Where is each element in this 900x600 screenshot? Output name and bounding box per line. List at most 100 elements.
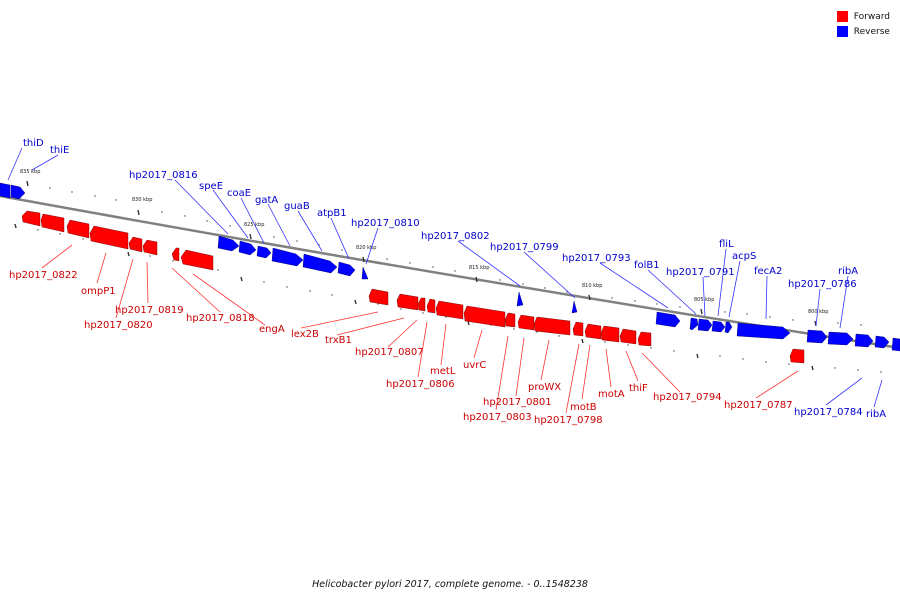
label-hp2017_0801[interactable]: hp2017_0801 <box>483 397 552 408</box>
label-hp2017_0793[interactable]: hp2017_0793 <box>562 253 631 264</box>
gene-hp2017_0803[interactable] <box>504 312 516 328</box>
gene-metL[interactable] <box>435 300 464 320</box>
label-fliL[interactable]: fliL <box>719 239 734 250</box>
legend: Forward Reverse <box>836 9 890 39</box>
label-thiF[interactable]: thiF <box>629 383 648 394</box>
label-hp2017_0791[interactable]: hp2017_0791 <box>666 267 735 278</box>
gene-hp2017_0798[interactable] <box>572 321 584 337</box>
label-ribA-1[interactable]: ribA <box>838 266 858 277</box>
gene-uvrC[interactable] <box>463 305 506 328</box>
gene-fecA2[interactable] <box>736 322 791 340</box>
gene-acpS[interactable] <box>724 321 733 334</box>
gene-thiF[interactable] <box>619 328 637 345</box>
label-gatA[interactable]: gatA <box>255 195 278 206</box>
label-metL[interactable]: metL <box>430 366 456 377</box>
label-hp2017_0810[interactable]: hp2017_0810 <box>351 218 420 229</box>
legend-reverse: Reverse <box>836 24 890 39</box>
label-hp2017_0820[interactable]: hp2017_0820 <box>84 320 153 331</box>
gene-end[interactable] <box>891 337 900 352</box>
label-uvrC[interactable]: uvrC <box>463 360 486 371</box>
gene-fliL[interactable] <box>711 320 726 333</box>
gene-hp2017_0810[interactable] <box>361 266 369 280</box>
gene-trxB1[interactable] <box>417 297 426 312</box>
label-trxB1[interactable]: trxB1 <box>325 335 352 346</box>
label-hp2017_0786[interactable]: hp2017_0786 <box>788 279 857 290</box>
reverse-swatch <box>836 26 848 37</box>
gene-gatA[interactable] <box>271 247 304 267</box>
gene-hp2017_0786[interactable] <box>806 329 828 344</box>
label-lex2B[interactable]: lex2B <box>291 329 319 340</box>
label-ompP1[interactable]: ompP1 <box>81 286 116 297</box>
label-hp2017_0818[interactable]: hp2017_0818 <box>186 313 255 324</box>
label-ribA-2[interactable]: ribA <box>866 409 886 420</box>
label-hp2017_0799[interactable]: hp2017_0799 <box>490 242 559 253</box>
gene-folB1[interactable] <box>689 317 699 331</box>
forward-leaders <box>41 244 799 414</box>
label-speE[interactable]: speE <box>199 181 223 192</box>
label-acpS[interactable]: acpS <box>732 251 756 262</box>
label-hp2017_0807[interactable]: hp2017_0807 <box>355 347 424 358</box>
gene-ribA-1[interactable] <box>827 331 854 346</box>
gene-hp2017_0787[interactable] <box>789 348 805 364</box>
gene-thiE[interactable] <box>10 184 26 200</box>
label-hp2017_0784[interactable]: hp2017_0784 <box>794 407 863 418</box>
gene-hp2017_0822[interactable] <box>21 210 41 227</box>
label-hp2017_0803[interactable]: hp2017_0803 <box>463 412 532 423</box>
legend-forward-label: Forward <box>853 11 890 22</box>
gene-hp2017_0799[interactable] <box>571 300 578 314</box>
gene-hp2017_0820[interactable] <box>89 225 129 250</box>
gene-hp2017_0794[interactable] <box>637 331 652 347</box>
label-motB[interactable]: motB <box>570 402 597 413</box>
label-coaE[interactable]: coaE <box>227 188 251 199</box>
label-hp2017_0822[interactable]: hp2017_0822 <box>9 270 78 281</box>
reverse-leaders <box>7 147 883 408</box>
label-hp2017_0816[interactable]: hp2017_0816 <box>129 170 198 181</box>
label-hp2017_0806[interactable]: hp2017_0806 <box>386 379 455 390</box>
label-proWX[interactable]: proWX <box>528 382 561 393</box>
gene-coaE[interactable] <box>256 245 272 259</box>
gene-thiD[interactable] <box>0 182 11 199</box>
forward-labels: hp2017_0822 ompP1 hp2017_0819 hp2017_082… <box>9 270 793 426</box>
label-guaB[interactable]: guaB <box>284 201 310 212</box>
gene-guaB[interactable] <box>302 253 338 274</box>
label-engA[interactable]: engA <box>259 324 285 335</box>
gene-hp2017_0807[interactable] <box>396 293 419 311</box>
gene-hp2017_0822b[interactable] <box>40 213 65 233</box>
gene-speE[interactable] <box>238 240 257 256</box>
label-thiD[interactable]: thiD <box>23 138 44 149</box>
gene-hp2017_0791[interactable] <box>697 318 713 332</box>
gene-hp2017_0819b[interactable] <box>142 239 158 256</box>
gene-hp2017_0819[interactable] <box>128 236 143 253</box>
label-hp2017_0819[interactable]: hp2017_0819 <box>115 305 184 316</box>
label-hp2017_0794[interactable]: hp2017_0794 <box>653 392 722 403</box>
label-thiE[interactable]: thiE <box>50 145 69 156</box>
label-hp2017_0798[interactable]: hp2017_0798 <box>534 415 603 426</box>
gene-atpB1[interactable] <box>337 261 356 277</box>
gene-proWX[interactable] <box>533 316 571 336</box>
gene-hp2017_0801[interactable] <box>517 314 535 331</box>
label-hp2017_0787[interactable]: hp2017_0787 <box>724 400 793 411</box>
label-folB1[interactable]: folB1 <box>634 260 660 271</box>
scale-label: 810 kbp <box>582 283 602 289</box>
gene-motB[interactable] <box>584 323 602 340</box>
scale-label: 835 kbp <box>20 169 40 175</box>
label-fecA2[interactable]: fecA2 <box>754 266 782 277</box>
gene-motA[interactable] <box>600 325 620 343</box>
gene-lex2B[interactable] <box>368 288 389 306</box>
label-hp2017_0802[interactable]: hp2017_0802 <box>421 231 490 242</box>
gene-ribA-2[interactable] <box>874 335 890 349</box>
label-motA[interactable]: motA <box>598 389 625 400</box>
scale-label: 800 kbp <box>808 309 828 315</box>
gene-hp2017_0818[interactable] <box>171 247 180 262</box>
label-atpB1[interactable]: atpB1 <box>317 208 347 219</box>
scale-label: 815 kbp <box>469 265 489 271</box>
gene-hp2017_0802[interactable] <box>516 291 524 307</box>
gene-hp2017_0806[interactable] <box>426 298 436 314</box>
gene-engA[interactable] <box>180 249 214 271</box>
gene-hp2017_0816[interactable] <box>217 235 240 252</box>
gene-hp2017_0784[interactable] <box>854 333 874 348</box>
gene-ompP1[interactable] <box>66 219 90 239</box>
reverse-genes <box>0 182 900 352</box>
gene-hp2017_0793[interactable] <box>655 311 681 328</box>
